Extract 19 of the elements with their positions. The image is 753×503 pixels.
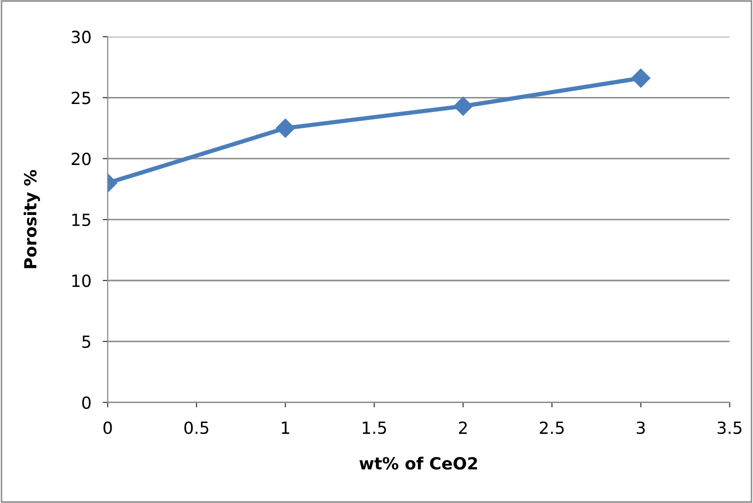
point — [454, 96, 473, 116]
y-tick-label: 0 — [82, 396, 91, 409]
x-tick-label: 0 — [103, 421, 112, 434]
y-tick-label: 30 — [72, 30, 91, 44]
y-tick-label: 20 — [72, 152, 91, 166]
x-tick-label: 1.5 — [362, 422, 386, 434]
y-tick-label: 15 — [72, 214, 90, 226]
y-tick-label: 10 — [72, 274, 91, 288]
x-tick-label: 2.5 — [540, 421, 564, 434]
x-tick-label: 0.5 — [184, 421, 208, 434]
x-axis-title: wt% of CeO2 — [359, 456, 478, 470]
x-tick-label: 2 — [459, 421, 467, 434]
point — [631, 68, 650, 88]
x-tick-label: 3 — [636, 421, 645, 434]
x-tick-label: 1 — [282, 422, 290, 434]
y-tick-label: 25 — [72, 92, 90, 104]
x-tick-label: 3.5 — [718, 421, 742, 434]
y-tick-label: 5 — [82, 336, 90, 348]
y-axis-title: Porosity % — [24, 170, 40, 268]
